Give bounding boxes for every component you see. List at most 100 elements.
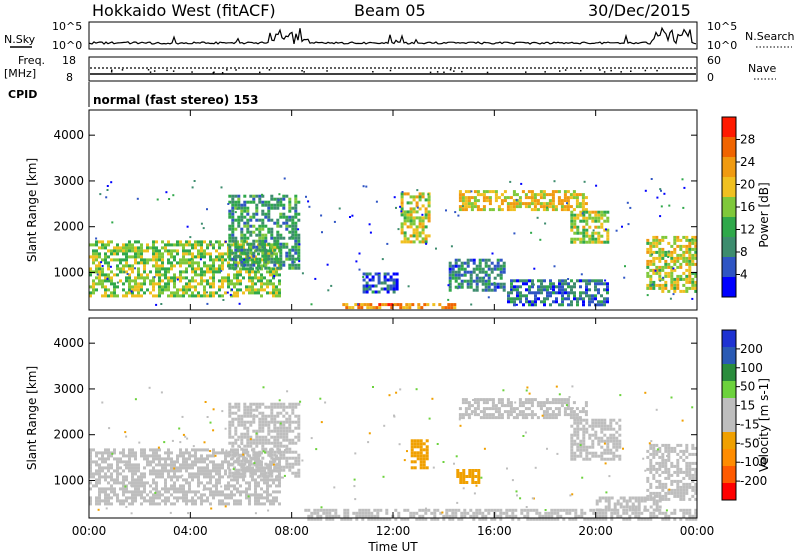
- power-scatter-point: [629, 206, 632, 209]
- velocity-cell: [580, 514, 584, 518]
- power-cell: [528, 291, 531, 295]
- velocity-cell: [488, 416, 492, 420]
- nave-tick-top: 60: [707, 54, 721, 67]
- velocity-cell: [422, 457, 426, 461]
- velocity-cell: [616, 511, 620, 515]
- velocity-cell: [116, 466, 119, 470]
- power-cell: [582, 234, 586, 238]
- velocity-cell: [266, 490, 269, 494]
- velocity-cell: [230, 484, 233, 488]
- power-cell: [500, 208, 504, 212]
- power-cell: [560, 208, 564, 212]
- power-cell: [481, 270, 485, 274]
- velocity-cell: [209, 478, 212, 482]
- velocity-cell: [355, 517, 359, 521]
- velocity-cell: [563, 410, 567, 414]
- power-scatter-point: [165, 191, 168, 194]
- power-cell: [670, 274, 674, 278]
- velocity-cell: [570, 457, 574, 461]
- velocity-cell: [688, 514, 692, 518]
- power-cell: [134, 288, 137, 292]
- power-cell: [400, 195, 404, 199]
- power-scatter-point: [660, 205, 663, 208]
- colorbar-tick-label: 200: [740, 342, 763, 356]
- power-cell: [128, 240, 131, 244]
- velocity-cell: [652, 514, 656, 518]
- power-cell: [95, 288, 98, 292]
- cpid-text: normal (fast stereo) 153: [93, 93, 259, 107]
- velocity-cell: [131, 454, 134, 458]
- velocity-cell: [249, 405, 253, 409]
- velocity-cell: [279, 411, 283, 415]
- velocity-cell: [231, 453, 235, 457]
- velocity-cell: [155, 472, 158, 476]
- velocity-cell: [496, 508, 500, 512]
- power-cell: [409, 216, 413, 220]
- velocity-cell: [476, 398, 480, 402]
- power-cell: [594, 288, 597, 292]
- power-cell: [164, 267, 167, 271]
- velocity-cell: [200, 454, 203, 458]
- velocity-cell: [316, 517, 320, 521]
- power-cell: [549, 285, 552, 289]
- velocity-scatter-point: [319, 397, 322, 400]
- power-scatter-point: [327, 289, 330, 292]
- velocity-cell: [664, 517, 668, 521]
- velocity-cell: [101, 475, 104, 479]
- velocity-cell: [266, 487, 269, 491]
- power-cell: [173, 291, 176, 295]
- velocity-cell: [263, 496, 266, 500]
- power-cell: [540, 300, 543, 304]
- velocity-cell: [673, 470, 677, 474]
- y-tick-label: 3000: [53, 174, 84, 188]
- power-cell: [125, 249, 128, 253]
- power-cell: [400, 222, 404, 226]
- power-cell: [363, 303, 367, 307]
- power-cell: [485, 196, 489, 200]
- velocity-cell: [319, 517, 323, 521]
- velocity-cell: [582, 427, 586, 431]
- power-cell: [131, 243, 134, 247]
- power-cell: [585, 219, 589, 223]
- velocity-cell: [215, 466, 218, 470]
- velocity-cell: [104, 490, 107, 494]
- power-cell: [275, 288, 278, 292]
- power-cell: [533, 205, 537, 209]
- power-cell: [655, 235, 659, 239]
- velocity-cell: [246, 432, 250, 436]
- power-cell: [418, 198, 422, 202]
- power-cell: [403, 210, 407, 214]
- velocity-cell: [194, 502, 197, 506]
- velocity-cell: [397, 511, 401, 515]
- velocity-cell: [679, 494, 683, 498]
- velocity-cell: [188, 487, 191, 491]
- power-cell: [260, 258, 263, 262]
- power-cell: [161, 261, 164, 265]
- velocity-cell: [279, 450, 283, 454]
- power-cell: [369, 306, 373, 310]
- power-cell: [411, 303, 415, 307]
- velocity-cell: [134, 490, 137, 494]
- velocity-cell: [491, 416, 495, 420]
- velocity-cell: [548, 413, 552, 417]
- velocity-cell: [616, 508, 620, 512]
- power-cell: [603, 213, 607, 217]
- velocity-cell: [646, 479, 650, 483]
- power-scatter-point: [206, 291, 208, 294]
- power-cell: [140, 288, 143, 292]
- power-scatter-point: [224, 240, 227, 243]
- velocity-cell: [463, 514, 467, 518]
- velocity-cell: [275, 496, 278, 500]
- velocity-cell: [649, 517, 653, 521]
- power-cell: [239, 288, 242, 292]
- power-cell: [252, 260, 256, 264]
- power-cell: [667, 274, 671, 278]
- power-scatter-point: [106, 189, 109, 191]
- velocity-cell: [92, 472, 95, 476]
- power-cell: [243, 263, 247, 267]
- power-cell: [89, 273, 92, 277]
- velocity-cell: [246, 453, 250, 457]
- power-cell: [267, 203, 271, 207]
- power-cell: [458, 208, 462, 212]
- power-cell: [545, 208, 549, 212]
